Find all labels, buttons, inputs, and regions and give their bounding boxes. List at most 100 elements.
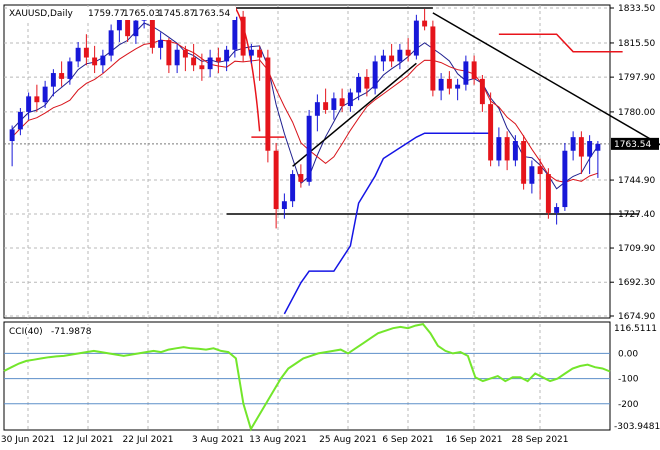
candle-body [471, 61, 477, 79]
y-tick-label: 1833.50 [618, 4, 655, 14]
candle-body [595, 143, 601, 151]
candle-body [224, 49, 230, 62]
main-plot-frame [3, 4, 611, 319]
cci-max-label: 116.5111 [614, 324, 657, 334]
cci-series-line [3, 323, 611, 432]
candle-body [149, 12, 155, 48]
candle-body [50, 73, 56, 87]
candle-body [232, 16, 238, 50]
candle-body [34, 96, 40, 103]
candle-body [389, 55, 395, 62]
candle-body [562, 150, 568, 208]
cci-tick-label: 0.00 [618, 349, 638, 359]
current-price-tag [611, 137, 659, 150]
y-tick-label: 1744.90 [618, 176, 655, 186]
candle-body [108, 30, 114, 56]
candle-body [430, 26, 436, 91]
candle-body [339, 98, 345, 107]
y-tick-label: 1815.50 [618, 39, 655, 49]
candle-body [59, 73, 65, 79]
slow-moving-average-line [11, 39, 599, 183]
candle-body [75, 47, 81, 62]
candle-body [504, 137, 510, 161]
x-tick-label: 3 Aug 2021 [192, 435, 244, 445]
candle-body [215, 57, 221, 62]
x-tick-label: 30 Jun 2021 [1, 435, 55, 445]
ohlc-open: 1759.77 [88, 9, 125, 19]
candle-body [42, 86, 48, 103]
candle-body [158, 40, 164, 48]
candle-body [496, 137, 502, 161]
candle-body [240, 16, 246, 56]
candle-body [488, 104, 494, 161]
candle-body [67, 61, 73, 79]
candle-body [17, 111, 23, 130]
candle-body [463, 61, 469, 85]
candle-body [248, 49, 254, 56]
ohlc-close: 1763.54 [193, 9, 230, 19]
current-price-tag-label: 1763.54 [614, 140, 651, 150]
candle-body [521, 141, 527, 184]
candle-body [290, 174, 296, 202]
candle-body [26, 96, 32, 112]
candle-body [422, 20, 428, 27]
candle-body [545, 174, 551, 213]
y-tick-label: 1727.40 [618, 210, 655, 220]
ohlc-high: 1765.03 [123, 9, 160, 19]
y-tick-label: 1709.90 [618, 244, 655, 254]
candle-body [133, 20, 139, 37]
candle-body [257, 49, 263, 58]
candle-body [380, 55, 386, 62]
candle-body [166, 40, 172, 66]
candle-body [372, 61, 378, 89]
y-tick-label: 1780.00 [618, 108, 655, 118]
red-curve-line [234, 6, 261, 132]
candle-body [199, 65, 205, 70]
candle-body [413, 20, 419, 56]
ohlc-low: 1745.87 [158, 9, 195, 19]
symbol-title: XAUUSD,Daily [9, 9, 73, 19]
candle-body [356, 76, 362, 93]
candle-body [92, 57, 98, 66]
candle-body [314, 102, 320, 116]
x-tick-label: 22 Jul 2021 [123, 435, 174, 445]
x-tick-label: 6 Sep 2021 [382, 435, 433, 445]
candle-body [323, 102, 329, 110]
candle-body [265, 57, 271, 151]
candle-body [9, 129, 15, 142]
rising-trendline [292, 62, 417, 167]
candle-body [529, 166, 535, 184]
y-tick-label: 1674.90 [618, 312, 655, 322]
candle-body [405, 49, 411, 56]
cci-tick-label: -200 [618, 400, 639, 410]
fast-moving-average-line [11, 22, 599, 190]
candle-body [281, 201, 287, 209]
candle-body [191, 57, 197, 66]
x-tick-label: 28 Sep 2021 [511, 435, 568, 445]
x-tick-label: 12 Jul 2021 [63, 435, 114, 445]
x-tick-label: 13 Aug 2021 [249, 435, 307, 445]
cci-value: -71.9878 [51, 327, 92, 337]
cci-tick-label: -100 [618, 375, 639, 385]
candle-body [364, 76, 370, 89]
candle-body [298, 174, 304, 182]
candle-body [537, 166, 543, 175]
cci-label: CCI(40) [9, 327, 43, 337]
candle-body [116, 14, 122, 31]
candle-body [438, 78, 444, 91]
candle-body [397, 49, 403, 62]
candle-body [125, 14, 131, 37]
candle-body [554, 207, 560, 213]
candle-body [83, 47, 89, 58]
candle-body [207, 57, 213, 70]
x-tick-label: 25 Aug 2021 [319, 435, 377, 445]
cci-plot-frame [3, 321, 611, 431]
falling-trendline [432, 12, 660, 146]
cci-min-label: -303.9481 [614, 422, 660, 432]
candle-body [331, 98, 337, 110]
candle-body [446, 78, 452, 89]
candle-body [570, 137, 576, 151]
y-tick-label: 1692.30 [618, 278, 655, 288]
